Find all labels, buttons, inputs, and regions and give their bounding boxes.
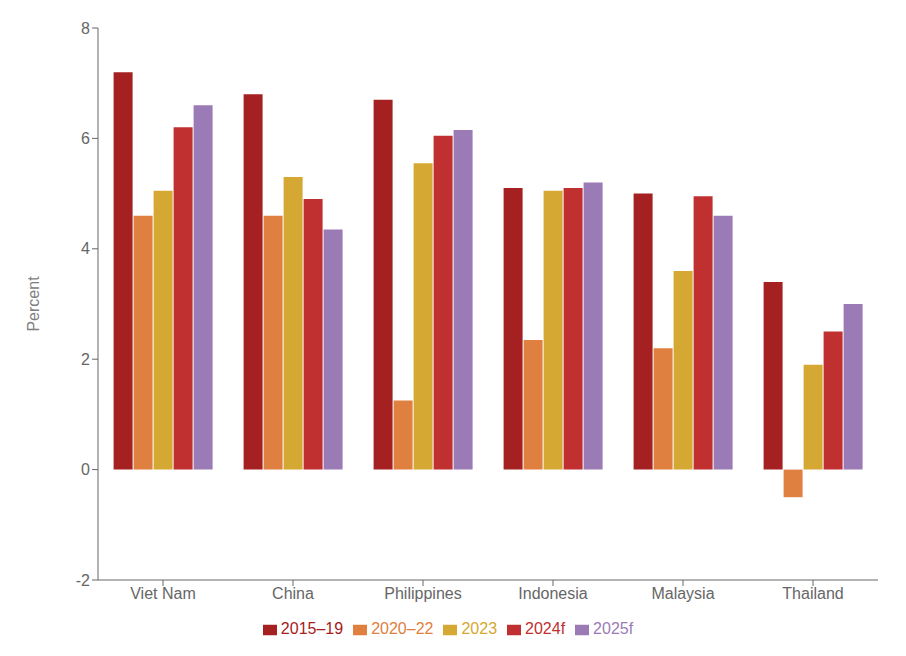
svg-text:Thailand: Thailand: [782, 585, 843, 602]
html-text:2015–19: 2015–19: [280, 620, 344, 637]
svg-text:-2: -2: [76, 572, 90, 589]
svg-text:Philippines: Philippines: [384, 585, 461, 602]
html-text:2020–22: 2020–22: [371, 620, 434, 637]
html-text:2025f: 2025f: [593, 620, 634, 637]
svg-text:Viet Nam: Viet Nam: [130, 585, 196, 602]
svg-text:China: China: [272, 585, 314, 602]
html-text:2023: 2023: [461, 620, 497, 637]
svg-text:8: 8: [81, 20, 90, 37]
svg-text:Indonesia: Indonesia: [518, 585, 587, 602]
svg-text:6: 6: [81, 130, 90, 147]
svg-text:Percent: Percent: [25, 276, 42, 332]
svg-text:Malaysia: Malaysia: [651, 585, 714, 602]
html-text:2024f: 2024f: [525, 620, 566, 637]
svg-text:2: 2: [81, 351, 90, 368]
svg-text:0: 0: [81, 461, 90, 478]
svg-text:4: 4: [81, 240, 90, 257]
